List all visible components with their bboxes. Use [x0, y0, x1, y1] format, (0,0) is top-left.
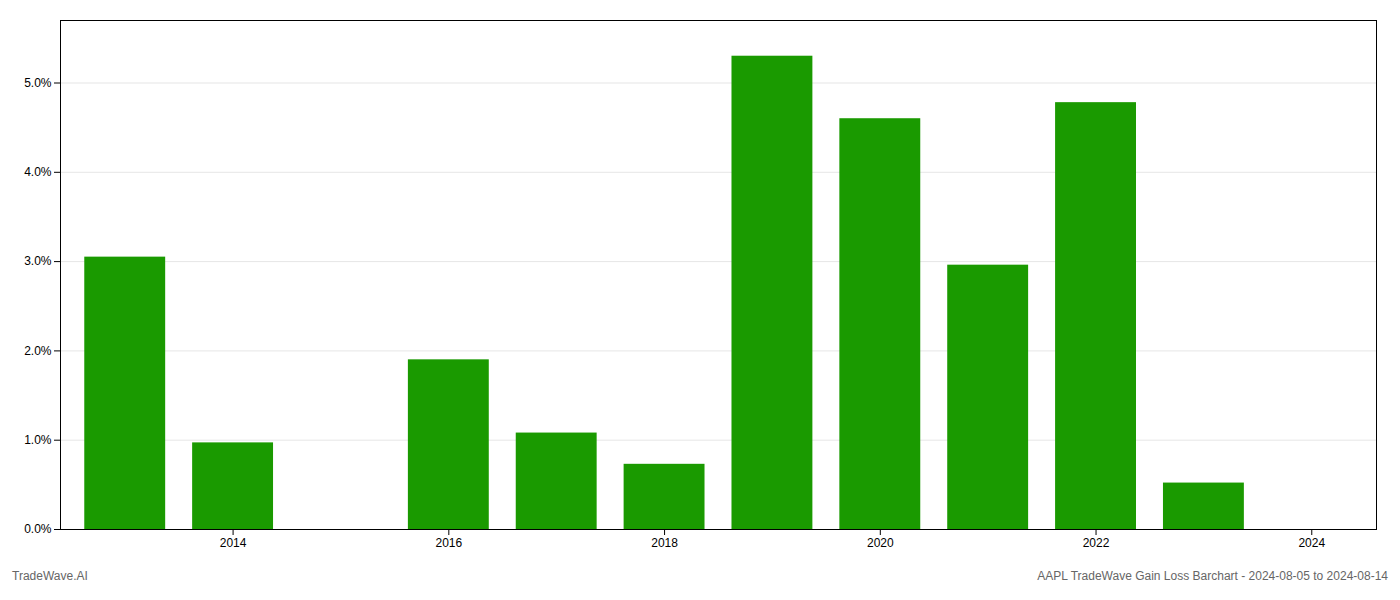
svg-text:2024: 2024: [1298, 536, 1325, 550]
svg-text:3.0%: 3.0%: [24, 254, 52, 268]
svg-text:2.0%: 2.0%: [24, 344, 52, 358]
html-text:TradeWave.AI: TradeWave.AI: [12, 569, 88, 583]
svg-text:2020: 2020: [867, 536, 894, 550]
svg-text:2022: 2022: [1083, 536, 1110, 550]
svg-text:2018: 2018: [651, 536, 678, 550]
html-text:AAPL TradeWave Gain Loss Barch: AAPL TradeWave Gain Loss Barchart - 2024…: [1037, 569, 1388, 583]
svg-text:2016: 2016: [435, 536, 462, 550]
svg-text:0.0%: 0.0%: [24, 522, 52, 536]
svg-text:5.0%: 5.0%: [24, 76, 52, 90]
svg-text:2014: 2014: [220, 536, 247, 550]
svg-text:4.0%: 4.0%: [24, 165, 52, 179]
svg-text:1.0%: 1.0%: [24, 433, 52, 447]
